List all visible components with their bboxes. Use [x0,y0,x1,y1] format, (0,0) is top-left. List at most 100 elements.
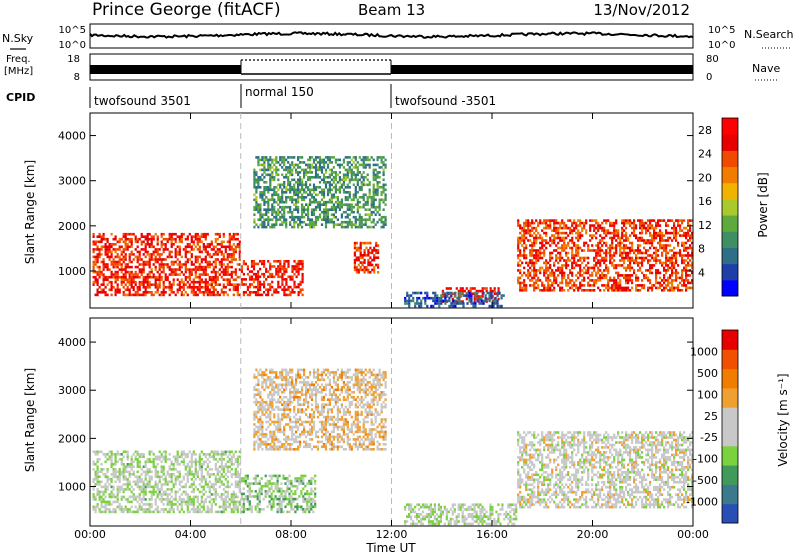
echo-region-6 [253,156,387,229]
xlabel: Time UT [365,541,416,554]
cpid-panel: CPID twofsound 3501 normal 150 twofsound… [6,84,496,108]
colorbar-tick-label: -25 [700,431,718,444]
freq-band-segment-1 [90,65,241,74]
noise-trace [89,31,694,39]
colorbar-swatch [722,503,738,524]
ytick-label: 2000 [58,432,86,445]
colorbar-swatch [722,118,738,135]
colorbar-swatch [722,134,738,151]
colorbar-tick-label: 100 [697,388,718,401]
echo-region-5 [253,368,387,451]
xtick-label: 20:00 [577,528,609,541]
freq-band-segment-3 [391,65,693,74]
colorbar-tick-label: 16 [698,195,712,208]
noise-right-tick-bottom: 10^0 [708,40,735,51]
echo-region-3 [404,503,518,526]
colorbar-swatch [722,368,738,389]
echo-region-2 [240,474,317,514]
freq-right-tick-bottom: 0 [706,72,712,83]
noise-right-label: N.Search [744,28,794,41]
echo-region-4 [517,431,694,509]
power-ylabel: Slant Range [km] [23,160,37,264]
colorbar-tick-label: 25 [704,410,718,423]
noise-right-tick-top: 10^5 [708,25,735,36]
velocity-ylabel: Slant Range [km] [23,368,37,472]
velocity-colorbar: 1000 500 100 25 -25 -100 -500 -1000 [686,329,739,524]
ytick-label: 1000 [58,481,86,494]
xtick-label: 08:00 [275,528,307,541]
colorbar-swatch [722,231,738,248]
echo-region-2 [240,260,304,297]
power-colorbar-label: Power [dB] [756,172,770,237]
colorbar-tick-label: 500 [697,367,718,380]
xtick-label: 12:00 [376,528,408,541]
colorbar-swatch [722,198,738,216]
echo-region-1 [92,232,241,297]
colorbar-swatch [722,330,738,350]
colorbar-tick-label: -1000 [686,496,718,509]
velocity-colorbar-label: Velocity [m s⁻¹] [776,373,790,466]
colorbar-tick-label: 28 [698,124,712,137]
colorbar-swatch [722,182,738,200]
freq-left-tick-top: 18 [67,54,80,65]
date-title: 13/Nov/2012 [593,1,690,19]
velocity-axes: 1000 2000 3000 4000 [58,318,694,526]
power-axes: 1000 2000 3000 4000 [58,113,694,308]
colorbar-tick-label: -100 [693,453,718,466]
freq-label-line2: [MHz] [4,66,33,77]
colorbar-swatch [722,484,738,505]
ytick-label: 2000 [58,220,86,233]
velocity-panel: 1000 2000 3000 4000 Slant Range [km] 1000 50… [23,317,790,527]
nave-label: Nave [752,62,780,75]
beam-title: Beam 13 [358,1,425,19]
colorbar-swatch [722,166,738,184]
colorbar-tick-label: 1000 [690,345,718,358]
time-axis: 00:00 04:00 08:00 12:00 16:00 20:00 00:00 [74,528,709,541]
freq-left-tick-bottom: 8 [74,72,80,83]
noise-left-tick-top: 10^5 [59,25,86,36]
colorbar-tick-label: -500 [693,474,718,487]
xtick-label: 04:00 [175,528,207,541]
cpid-label: CPID [6,91,35,104]
noise-panel: N.Sky 10^5 10^0 10^5 10^0 N.Search [2,23,794,51]
ytick-label: 4000 [58,130,86,143]
station-title: Prince George (fitACF) [92,0,281,20]
colorbar-swatch [722,263,738,281]
echo-region-5 [517,219,694,292]
echo-region-3 [353,241,380,274]
velocity-echo-layer [92,368,694,526]
noise-left-tick-bottom: 10^0 [59,40,86,51]
freq-right-tick-top: 80 [706,54,719,65]
colorbar-swatch [722,426,738,447]
colorbar-tick-label: 24 [698,148,712,161]
colorbar-swatch [722,407,738,427]
xtick-label: 00:00 [74,528,106,541]
freq-label-line1: Freq. [6,54,31,65]
noise-left-label: N.Sky [2,32,34,45]
ytick-label: 4000 [58,336,86,349]
cpid-segment-1: twofsound 3501 [94,94,191,108]
colorbar-swatch [722,387,738,408]
cpid-segment-3: twofsound -3501 [395,94,496,108]
colorbar-swatch [722,279,738,297]
echo-region-1 [92,450,241,514]
colorbar-swatch [722,465,738,485]
colorbar-swatch [722,247,738,265]
colorbar-tick-label: 12 [698,219,712,232]
ytick-label: 3000 [58,384,86,397]
power-panel: 1000 2000 3000 4000 Slant Range [km] 28 24 20… [23,112,770,309]
echo-region-7 [404,291,505,308]
power-colorbar: 28 24 20 16 12 8 4 [698,117,739,297]
colorbar-swatch [722,150,738,168]
xtick-label: 16:00 [476,528,508,541]
colorbar-swatch [722,215,738,232]
colorbar-swatch [722,349,738,370]
freq-panel: Freq. [MHz] 18 8 80 0 Nave [4,53,780,83]
colorbar-tick-label: 20 [698,171,712,184]
cpid-segment-2: normal 150 [245,85,314,99]
xtick-label: 00:00 [677,528,709,541]
power-echo-layer [92,156,694,308]
ytick-label: 1000 [58,265,86,278]
colorbar-tick-label: 4 [698,266,705,279]
